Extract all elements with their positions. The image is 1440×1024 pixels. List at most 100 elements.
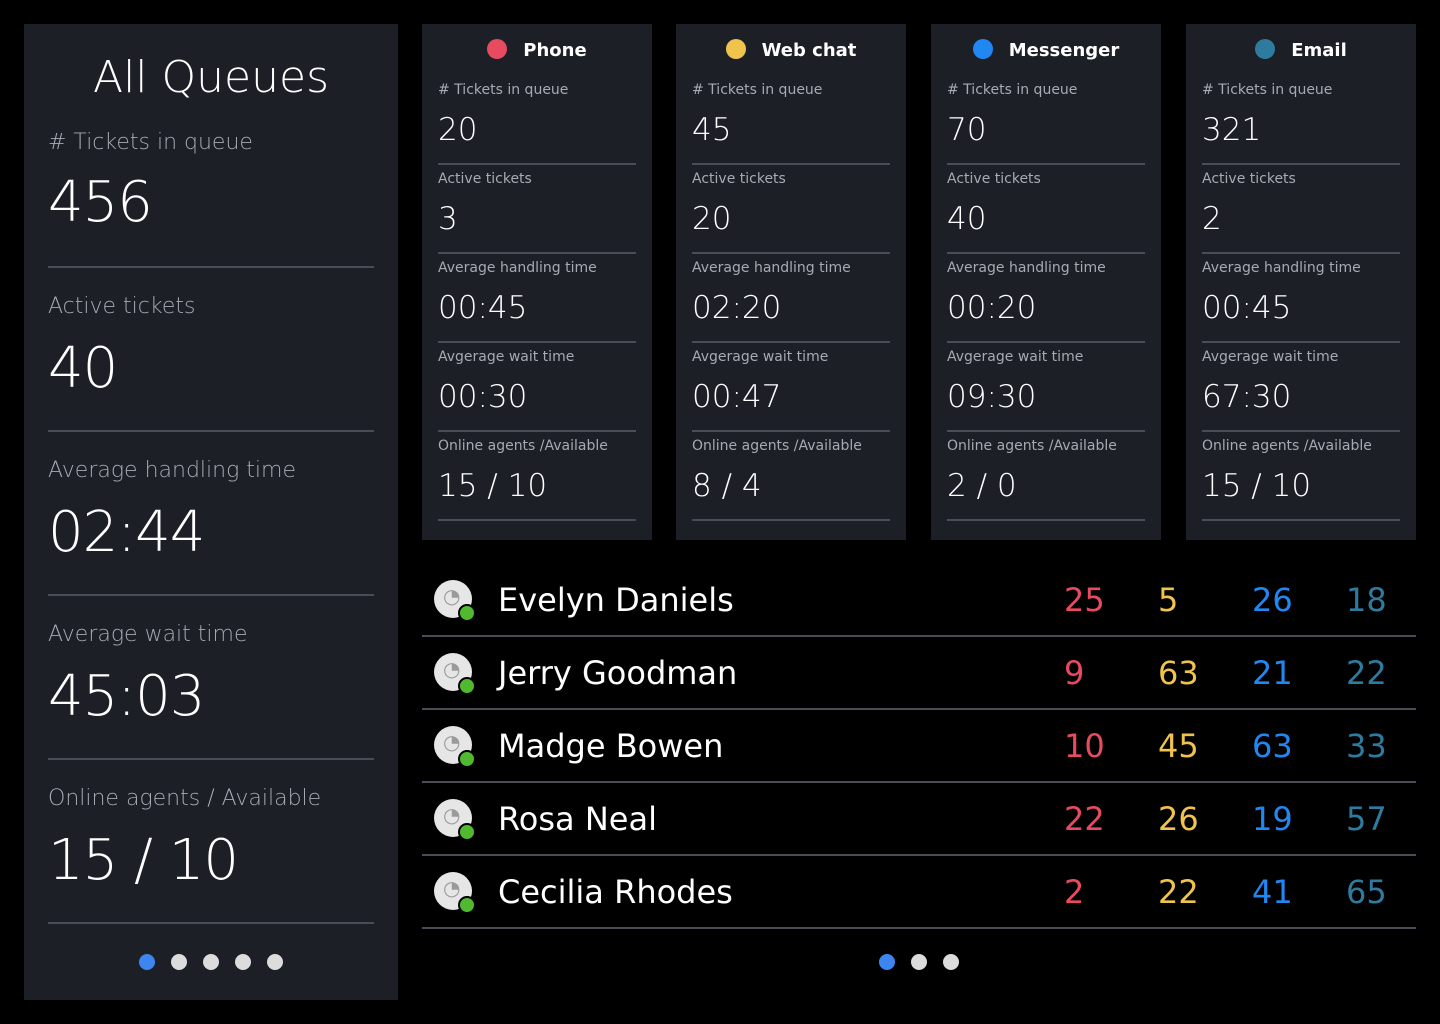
channel-stat: Avgerage wait time 00:30 bbox=[438, 343, 636, 432]
agent-row[interactable]: ◔ Jerry Goodman 9 63 21 22 bbox=[422, 637, 1416, 710]
stat-label: # Tickets in queue bbox=[692, 82, 823, 98]
agent-row[interactable]: ◔ Cecilia Rhodes 2 22 41 65 bbox=[422, 856, 1416, 929]
online-status-icon bbox=[458, 750, 476, 768]
pager-dot[interactable] bbox=[943, 954, 959, 970]
stat-label: Online agents /Available bbox=[1202, 438, 1372, 454]
messenger-count: 63 bbox=[1252, 727, 1293, 765]
stat-label: Avgerage wait time bbox=[947, 349, 1084, 365]
pager-dot[interactable] bbox=[267, 954, 283, 970]
stat-value: 00:20 bbox=[947, 290, 1037, 326]
stat-average-wait-time: Average wait time 45:03 bbox=[48, 596, 374, 760]
channel-stat: Active tickets 3 bbox=[438, 165, 636, 254]
channel-stat: Online agents /Available 8 / 4 bbox=[692, 432, 890, 521]
stat-label: Active tickets bbox=[947, 171, 1041, 187]
avatar: ◔ bbox=[434, 726, 476, 768]
channel-header: Web chat bbox=[692, 24, 890, 76]
stat-value: 00:45 bbox=[438, 290, 528, 326]
messenger-count: 19 bbox=[1252, 800, 1293, 838]
channel-stat: Avgerage wait time 67:30 bbox=[1202, 343, 1400, 432]
phone-count: 2 bbox=[1064, 873, 1085, 911]
pager-dot[interactable] bbox=[203, 954, 219, 970]
stat-average-handling-time: Average handling time 02:44 bbox=[48, 432, 374, 596]
channel-stat: Online agents /Available 15 / 10 bbox=[438, 432, 636, 521]
stat-value: 45 bbox=[692, 112, 732, 148]
stat-value: 321 bbox=[1202, 112, 1262, 148]
stat-label: Average handling time bbox=[1202, 260, 1361, 276]
channel-card-web-chat: Web chat # Tickets in queue 45 Active tic… bbox=[676, 24, 906, 540]
stat-label: Average handling time bbox=[692, 260, 851, 276]
stat-value: 15 / 10 bbox=[1202, 468, 1312, 504]
stat-value: 8 / 4 bbox=[692, 468, 762, 504]
stat-label: # Tickets in queue bbox=[1202, 82, 1333, 98]
web-chat-count: 26 bbox=[1158, 800, 1199, 838]
stat-label: Avgerage wait time bbox=[1202, 349, 1339, 365]
user-placeholder-icon: ◔ bbox=[443, 803, 461, 827]
channel-name: Email bbox=[1291, 40, 1347, 61]
stat-label: Online agents / Available bbox=[48, 786, 322, 811]
stat-active-tickets: Active tickets 40 bbox=[48, 268, 374, 432]
stat-value: 70 bbox=[947, 112, 987, 148]
agent-row[interactable]: ◔ Madge Bowen 10 45 63 33 bbox=[422, 710, 1416, 783]
stat-label: Average handling time bbox=[48, 458, 296, 483]
web-chat-count: 63 bbox=[1158, 654, 1199, 692]
channel-stat: Average handling time 00:45 bbox=[438, 254, 636, 343]
stat-value: 67:30 bbox=[1202, 379, 1292, 415]
phone-count: 10 bbox=[1064, 727, 1105, 765]
channel-header: Email bbox=[1202, 24, 1400, 76]
user-placeholder-icon: ◔ bbox=[443, 657, 461, 681]
stat-label: Active tickets bbox=[48, 294, 196, 319]
channel-color-dot-icon bbox=[1255, 39, 1276, 59]
stat-label: Active tickets bbox=[1202, 171, 1296, 187]
all-queues-title: All Queues bbox=[92, 52, 329, 103]
channel-card-email: Email # Tickets in queue 321 Active ticke… bbox=[1186, 24, 1416, 540]
agent-row[interactable]: ◔ Rosa Neal 22 26 19 57 bbox=[422, 783, 1416, 856]
stat-label: Average handling time bbox=[947, 260, 1106, 276]
email-count: 18 bbox=[1346, 581, 1387, 619]
phone-count: 25 bbox=[1064, 581, 1105, 619]
stat-value: 40 bbox=[48, 336, 118, 401]
user-placeholder-icon: ◔ bbox=[443, 876, 461, 900]
stat-value: 02:44 bbox=[48, 500, 205, 565]
channel-stat: Active tickets 20 bbox=[692, 165, 890, 254]
agent-list: ◔ Evelyn Daniels 25 5 26 18 ◔ Jerry Good… bbox=[422, 564, 1416, 929]
channel-stat: Online agents /Available 2 / 0 bbox=[947, 432, 1145, 521]
channel-card-phone: Phone # Tickets in queue 20 Active ticket… bbox=[422, 24, 652, 540]
channel-stat: Active tickets 2 bbox=[1202, 165, 1400, 254]
pager-dot[interactable] bbox=[879, 954, 895, 970]
avatar: ◔ bbox=[434, 653, 476, 695]
email-count: 22 bbox=[1346, 654, 1387, 692]
stat-label: Active tickets bbox=[438, 171, 532, 187]
online-status-icon bbox=[458, 677, 476, 695]
pager-dot[interactable] bbox=[911, 954, 927, 970]
stat-value: 00:45 bbox=[1202, 290, 1292, 326]
pager-dot[interactable] bbox=[235, 954, 251, 970]
stat-label: Online agents /Available bbox=[438, 438, 608, 454]
stat-label: Online agents /Available bbox=[692, 438, 862, 454]
pager-dot[interactable] bbox=[171, 954, 187, 970]
stat-label: Avgerage wait time bbox=[438, 349, 575, 365]
channel-color-dot-icon bbox=[487, 39, 508, 59]
stat-value: 02:20 bbox=[692, 290, 782, 326]
stat-label: Avgerage wait time bbox=[692, 349, 829, 365]
agent-row[interactable]: ◔ Evelyn Daniels 25 5 26 18 bbox=[422, 564, 1416, 637]
stat-label: Active tickets bbox=[692, 171, 786, 187]
channel-stat: # Tickets in queue 45 bbox=[692, 76, 890, 165]
avatar: ◔ bbox=[434, 580, 476, 622]
agent-name: Jerry Goodman bbox=[498, 654, 738, 692]
stat-label: Average handling time bbox=[438, 260, 597, 276]
stat-label: Online agents /Available bbox=[947, 438, 1117, 454]
phone-count: 22 bbox=[1064, 800, 1105, 838]
stat-label: # Tickets in queue bbox=[438, 82, 569, 98]
channel-card-messenger: Messenger # Tickets in queue 70 Active ti… bbox=[931, 24, 1161, 540]
email-count: 33 bbox=[1346, 727, 1387, 765]
summary-pager bbox=[24, 954, 398, 970]
pager-dot[interactable] bbox=[139, 954, 155, 970]
messenger-count: 21 bbox=[1252, 654, 1293, 692]
stat-value: 20 bbox=[438, 112, 478, 148]
messenger-count: 41 bbox=[1252, 873, 1293, 911]
messenger-count: 26 bbox=[1252, 581, 1293, 619]
channel-color-dot-icon bbox=[725, 39, 746, 59]
channel-stat: # Tickets in queue 70 bbox=[947, 76, 1145, 165]
channel-stat: Average handling time 02:20 bbox=[692, 254, 890, 343]
online-status-icon bbox=[458, 896, 476, 914]
